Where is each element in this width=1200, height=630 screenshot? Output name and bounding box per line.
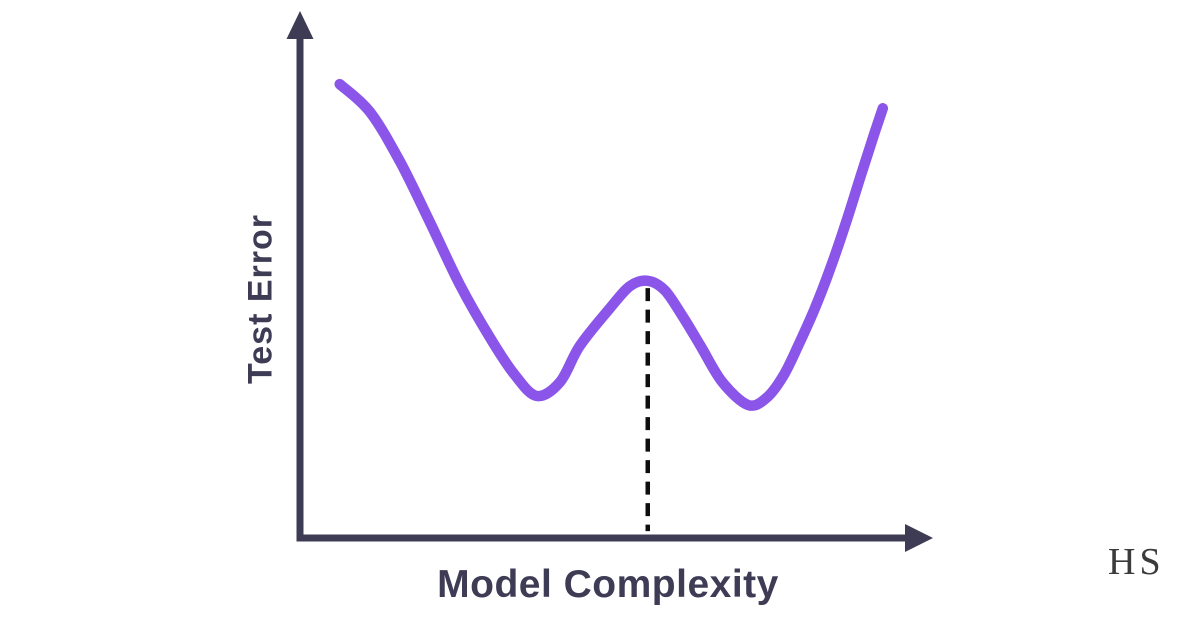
watermark-text: HS: [1108, 541, 1165, 583]
y-axis-label: Test Error: [241, 214, 280, 384]
y-axis-arrow-icon: [286, 11, 314, 39]
x-axis-label: Model Complexity: [437, 563, 779, 606]
x-axis-arrow-icon: [905, 524, 933, 552]
test-error-curve: [334, 78, 889, 411]
